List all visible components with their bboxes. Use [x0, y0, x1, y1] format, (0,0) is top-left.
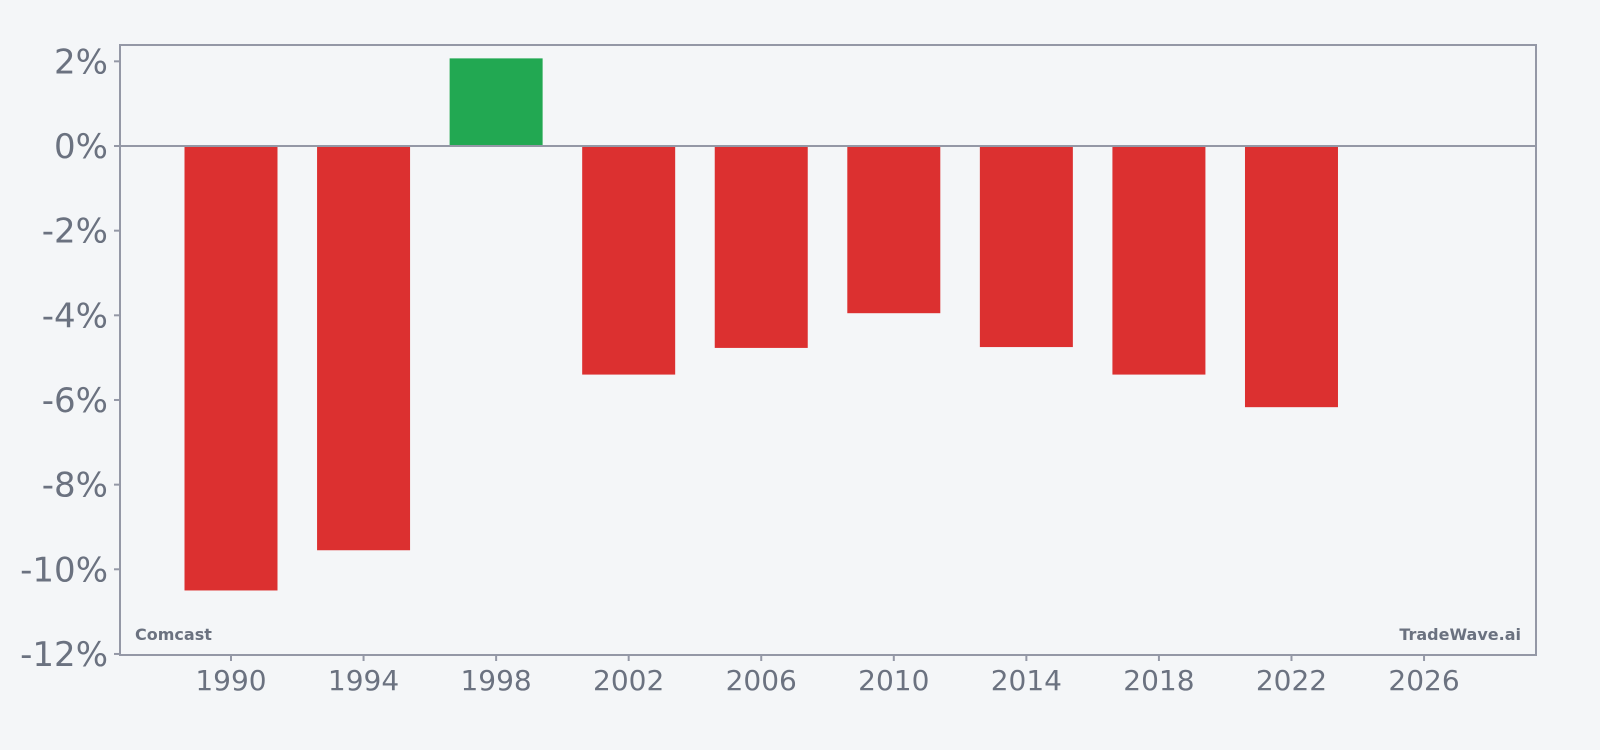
x-tick-label: 2026	[1388, 664, 1459, 697]
y-tick-label: -4%	[42, 296, 108, 336]
y-tick-label: -10%	[20, 550, 108, 590]
x-tick-label: 1994	[328, 664, 399, 697]
bar-2010	[847, 146, 941, 314]
x-tick-label: 2014	[991, 664, 1062, 697]
x-tick-label: 2006	[726, 664, 797, 697]
bar-2022	[1244, 146, 1338, 408]
x-tick-label: 2022	[1256, 664, 1327, 697]
plot-frame	[119, 44, 1537, 656]
bar-1994	[317, 146, 411, 551]
x-tick-label: 2018	[1123, 664, 1194, 697]
x-tick-label: 1990	[195, 664, 266, 697]
x-tick-label: 2002	[593, 664, 664, 697]
bar-1990	[184, 146, 278, 591]
y-tick-label: 0%	[54, 127, 108, 167]
x-tick-label: 1998	[460, 664, 531, 697]
company-label: Comcast	[135, 625, 212, 644]
bar-2002	[582, 146, 676, 375]
bar-2018	[1112, 146, 1206, 375]
watermark: TradeWave.ai	[1399, 625, 1521, 644]
bar-1998	[449, 58, 543, 146]
bar-2006	[714, 146, 808, 348]
x-tick-label: 2010	[858, 664, 929, 697]
y-tick-label: -8%	[42, 466, 108, 506]
y-tick-label: 2%	[54, 42, 108, 82]
bar-2014	[979, 146, 1073, 348]
y-tick-label: -2%	[42, 212, 108, 252]
y-tick-label: -6%	[42, 381, 108, 421]
y-tick-label: -12%	[20, 635, 108, 675]
